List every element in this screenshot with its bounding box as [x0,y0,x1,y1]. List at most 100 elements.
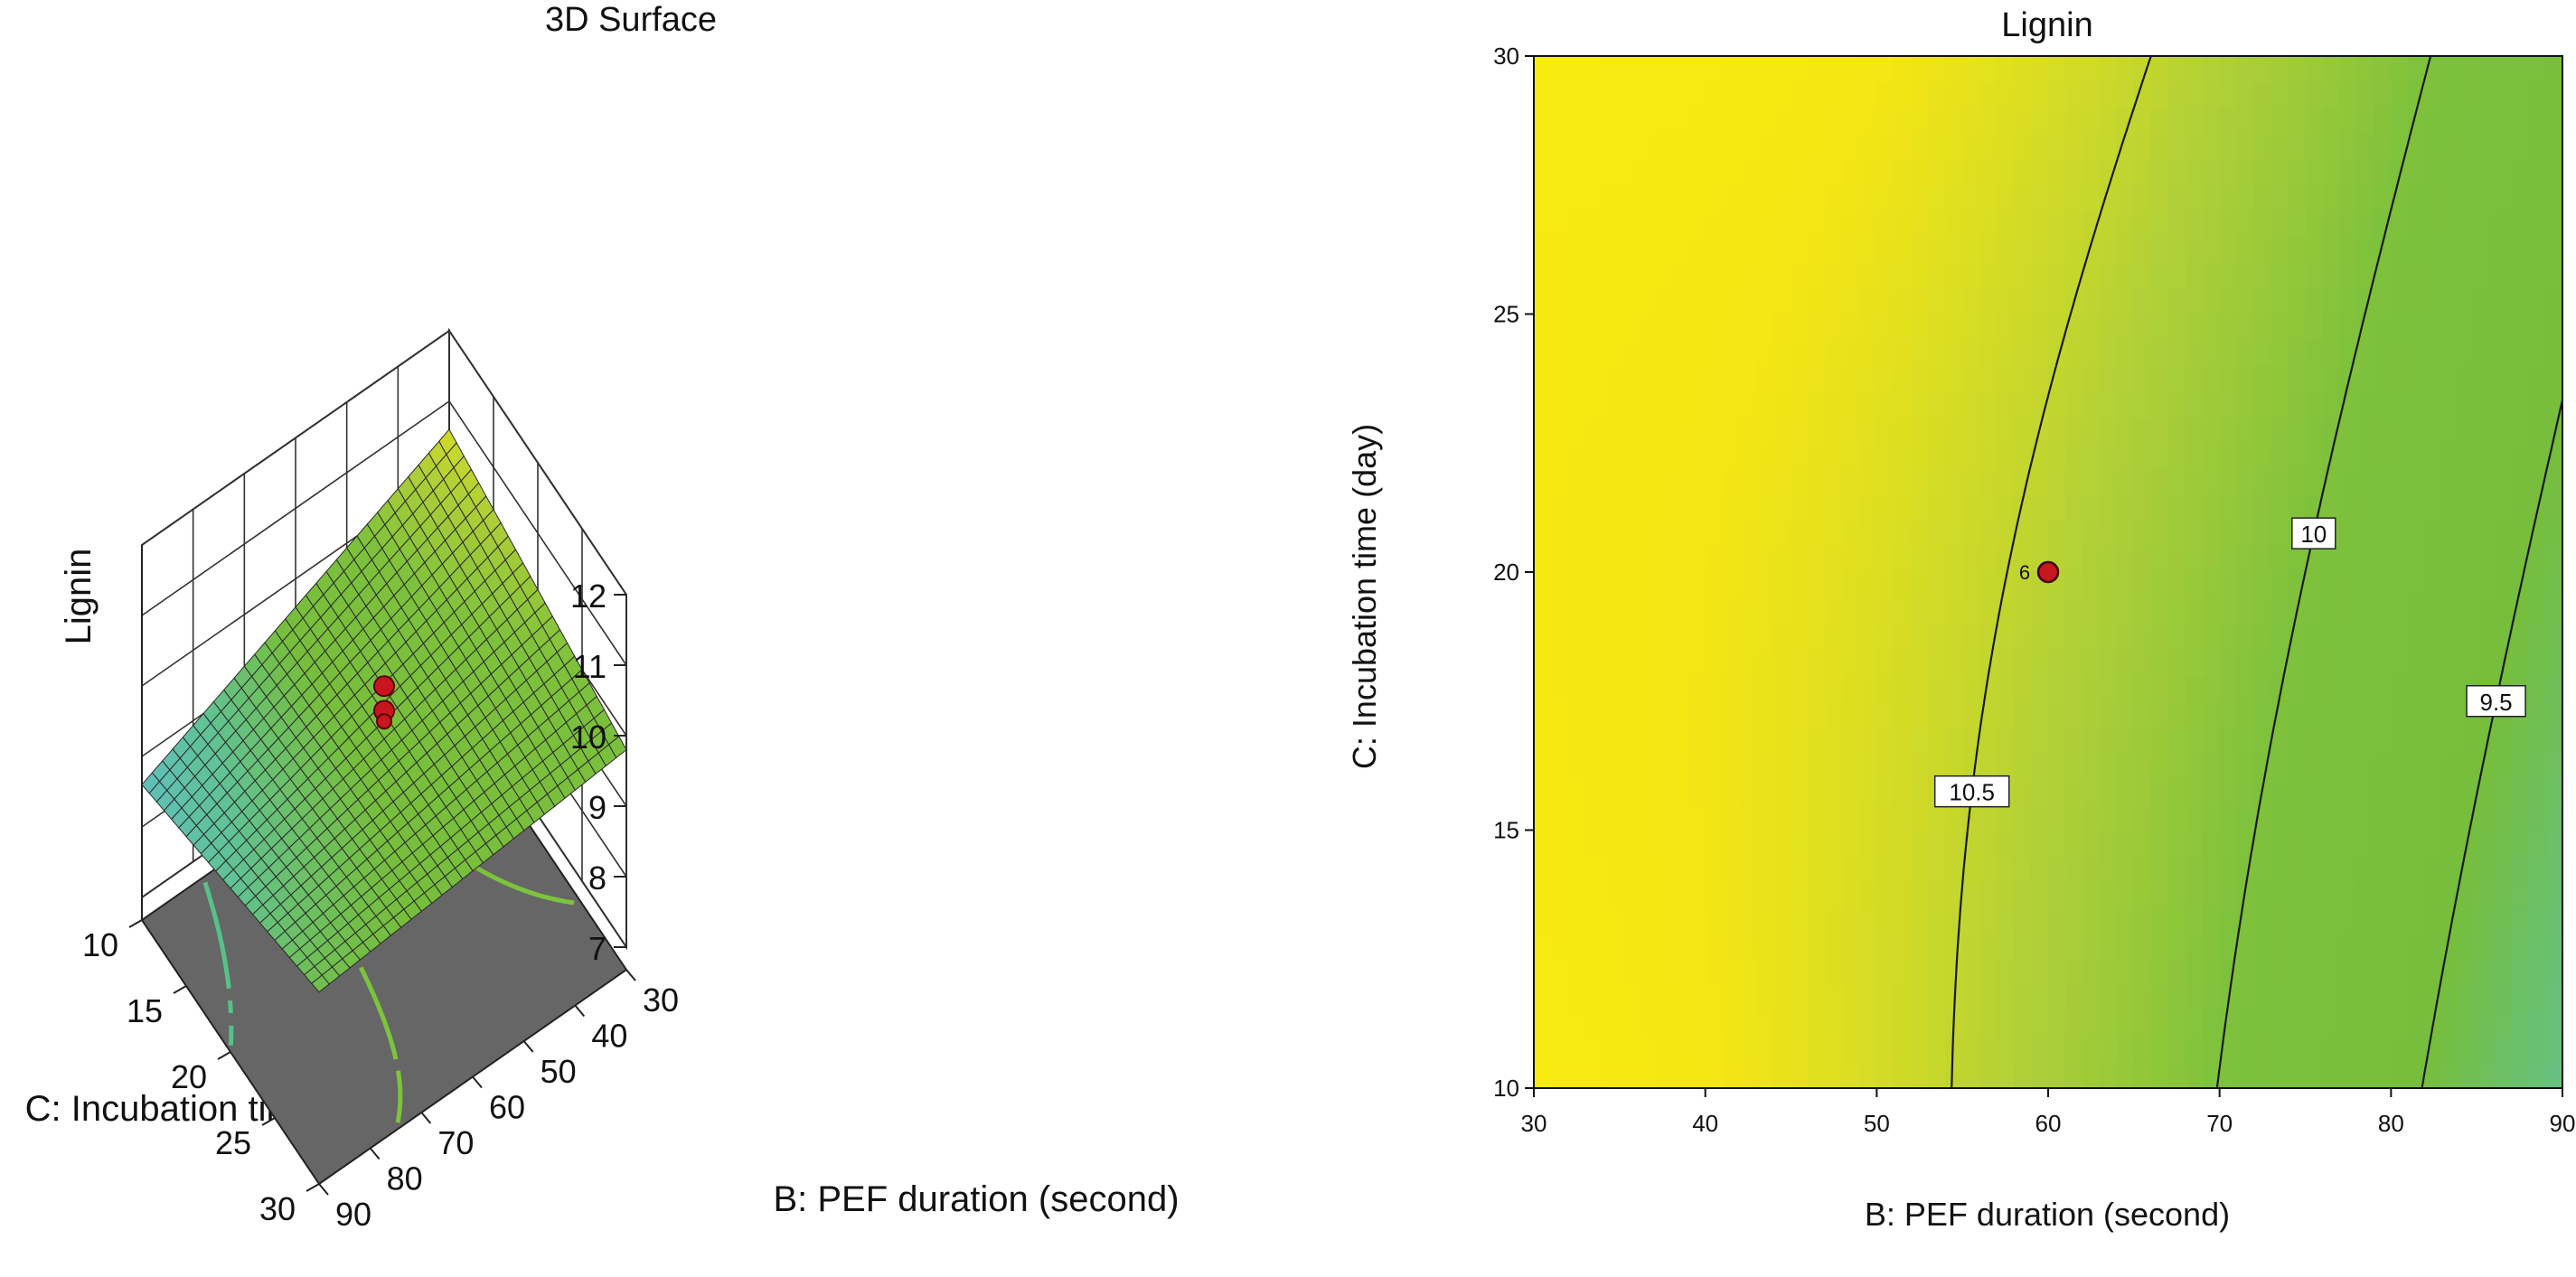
contour-fill-cell [2459,184,2477,211]
contour-fill-cell [1653,675,1672,702]
contour-fill-cell [1705,468,1724,495]
contour-fill-cell [2339,597,2357,624]
contour-fill-cell [1653,830,1672,857]
contour-fill-cell [2305,984,2324,1011]
contour-fill-cell [2014,727,2032,754]
contour-fill-cell [2477,211,2495,238]
contour-fill-cell [1859,907,1877,934]
contour-fill-cell [2322,675,2341,702]
contour-fill-cell [1842,1036,1860,1064]
contour-fill-cell [1773,881,1792,908]
contour-fill-cell [2459,778,2477,805]
contour-fill-cell [1550,314,1569,341]
contour-fill-cell [2253,287,2272,315]
contour-fill-cell [1722,752,1741,779]
contour-fill-cell [2477,417,2495,444]
contour-fill-cell [2202,752,2221,779]
contour-fill-cell [2322,365,2341,392]
contour-fill-cell [2288,391,2307,418]
contour-fill-cell [1945,287,1963,315]
contour-fill-cell [1756,236,1775,263]
contour-fill-cell [2236,778,2255,805]
contour-fill-cell [1842,159,1860,186]
contour-fill-cell [2031,856,2049,883]
contour-fill-cell [1945,624,1963,651]
contour-fill-cell [1705,546,1724,573]
contour-fill-cell [2270,675,2289,702]
contour-fill-cell [1670,907,1689,934]
contour-fill-cell [2133,494,2152,521]
contour-fill-cell [1739,778,1758,805]
contour-fill-cell [1653,959,1672,986]
contour-fill-cell [1584,624,1603,651]
contour-fill-cell [2270,108,2289,135]
contour-fill-cell [2339,907,2357,934]
contour-fill-cell [2082,727,2101,754]
contour-fill-cell [2477,1036,2495,1064]
contour-fill-cell [2425,287,2443,315]
contour-fill-cell [2339,984,2357,1011]
contour-fill-cell [2356,262,2374,289]
contour-fill-cell [2305,314,2324,341]
contour-fill-cell [1705,752,1724,779]
contour-fill-cell [1842,468,1860,495]
contour-fill-cell [2099,443,2118,470]
contour-fill-cell [1567,933,1586,960]
contour-fill-cell [2082,340,2101,367]
contour-fill-cell [2322,236,2341,263]
contour-fill-cell [1842,830,1860,857]
contour-fill-cell [2014,675,2032,702]
contour-fill-cell [1791,1062,1810,1089]
contour-fill-cell [1979,1010,1998,1038]
contour-fill-cell [1928,443,1946,470]
contour-fill-cell [2082,959,2101,986]
contour-fill-cell [1688,778,1706,805]
contour-fill-cell [2133,649,2152,676]
contour-fill-cell [1739,236,1758,263]
contour-fill-cell [2031,727,2049,754]
contour-fill-cell [2219,391,2238,418]
contour-fill-cell [1584,340,1603,367]
contour-fill-cell [2236,881,2255,908]
contour-fill-cell [1911,752,1929,779]
contour-fill-cell [1808,1062,1827,1089]
contour-fill-cell [2288,287,2307,315]
contour-fill-cell [1997,56,2015,83]
contour-fill-cell [1911,881,1929,908]
contour-fill-cell [2425,468,2443,495]
contour-fill-cell [1876,572,1894,599]
contour-fill-cell [2167,1036,2186,1064]
contour-fill-cell [2528,81,2546,108]
contour-fill-cell [2339,417,2357,444]
contour-fill-cell [2442,572,2460,599]
contour-fill-cell [2494,262,2512,289]
contour-fill-cell [1911,933,1929,960]
contour-fill-cell [2167,468,2186,495]
contour-fill-cell [2288,803,2307,831]
contour-fill-cell [2202,727,2221,754]
contour-fill-cell [1997,417,2015,444]
contour-fill-cell [2459,365,2477,392]
contour-fill-cell [1773,56,1792,83]
contour-fill-cell [1653,133,1672,160]
contour-fill-cell [2408,675,2426,702]
contour-fill-cell [1997,314,2015,341]
contour-fill-cell [1653,881,1672,908]
contour-fill-cell [1534,624,1552,651]
contour-fill-cell [2253,727,2272,754]
contour-fill-cell [1808,365,1827,392]
contour-fill-cell [1534,133,1552,160]
contour-fill-cell [1636,624,1655,651]
contour-fill-cell [2408,365,2426,392]
contour-fill-cell [1705,933,1724,960]
contour-fill-cell [1842,236,1860,263]
contour-fill-cell [1705,700,1724,728]
contour-fill-cell [2014,262,2032,289]
contour-fill-cell [2305,881,2324,908]
contour-fill-cell [1756,365,1775,392]
contour-fill-cell [1756,108,1775,135]
contour-fill-cell [1859,108,1877,135]
contour-fill-cell [2253,211,2272,238]
contour-fill-cell [2408,778,2426,805]
contour-fill-cell [2288,340,2307,367]
